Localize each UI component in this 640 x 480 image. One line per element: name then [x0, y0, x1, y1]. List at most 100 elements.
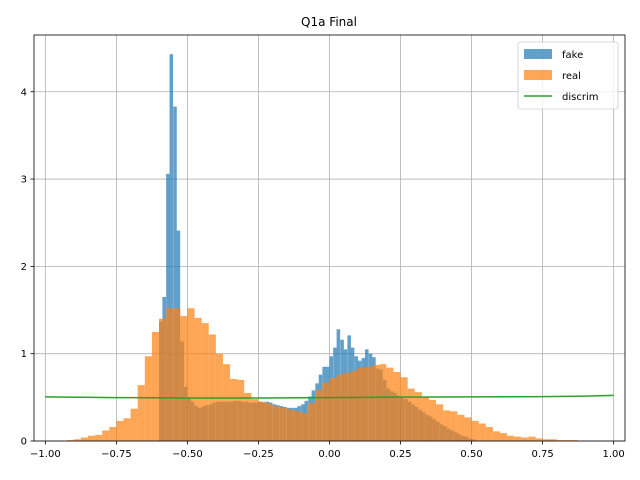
real-bar [571, 440, 579, 441]
real-bar [372, 365, 380, 441]
real-bar [222, 364, 231, 441]
real-bar [265, 403, 273, 441]
real-bar [464, 417, 472, 441]
axes [30, 34, 626, 445]
legend-label: fake [562, 50, 583, 61]
x-tick-label: −0.50 [172, 449, 203, 460]
real-bar [528, 436, 536, 441]
real-bar [286, 409, 294, 441]
y-tick-label: 2 [21, 262, 27, 273]
legend-item-fake: fake [524, 49, 583, 61]
real-bar [365, 366, 373, 441]
real-bar [549, 439, 557, 441]
fake-bar [166, 173, 170, 441]
real-bar [343, 372, 351, 441]
real-bar [95, 434, 103, 441]
real-bar [308, 403, 316, 441]
x-tick-label: −0.75 [101, 449, 132, 460]
real-bar [201, 323, 209, 441]
real-bar [507, 435, 515, 441]
real-bar [400, 377, 408, 441]
legend-label: discrim [562, 92, 598, 103]
real-bar [471, 420, 479, 441]
fake-bar [173, 106, 177, 441]
real-bar [407, 388, 415, 441]
real-bar [443, 410, 451, 441]
real-bar [485, 427, 493, 441]
y-tick-label: 0 [21, 437, 27, 448]
real-bar [357, 367, 366, 441]
real-bar [173, 308, 181, 441]
real-bar [258, 401, 266, 441]
real-bar [379, 364, 387, 441]
real-bar [499, 433, 508, 441]
legend-item-real: real [524, 70, 581, 82]
discriminator-line [45, 394, 614, 399]
real-bar [194, 317, 202, 441]
real-bar [322, 382, 330, 441]
real-bar [180, 316, 188, 441]
x-tick-label: −1.00 [30, 449, 61, 460]
histogram-bars [66, 54, 579, 441]
y-tick-label: 3 [21, 175, 27, 186]
real-bar [251, 399, 259, 441]
real-bar [521, 437, 529, 441]
real-bar [73, 439, 81, 441]
legend-label: real [562, 71, 581, 82]
real-bar [144, 356, 152, 441]
real-bar [436, 404, 444, 441]
x-tick-label: 0.00 [318, 449, 340, 460]
real-bar [336, 374, 344, 441]
real-bar [130, 408, 138, 441]
real-bar [563, 440, 572, 441]
x-tick-label: 0.50 [460, 449, 482, 460]
real-bar [492, 431, 500, 441]
real-bar [230, 379, 238, 441]
real-bar [102, 430, 110, 441]
real-bar [478, 423, 486, 441]
real-bar [556, 440, 564, 441]
real-bar [315, 390, 323, 441]
real-bar [109, 427, 117, 441]
real-bar [66, 440, 74, 441]
legend-swatch [524, 49, 552, 59]
real-bar [80, 437, 88, 441]
real-bar [272, 406, 280, 441]
real-bar [159, 318, 167, 441]
real-bar [386, 367, 394, 441]
real-bar [87, 435, 96, 441]
legend-item-discrim: discrim [524, 92, 598, 103]
legend: fake real discrim [517, 41, 619, 110]
real-bar [393, 372, 401, 441]
legend-swatch [524, 70, 552, 80]
real-bar [137, 385, 145, 441]
y-tick-label: 1 [21, 349, 27, 360]
real-bar [428, 399, 437, 441]
real-bar [421, 397, 429, 441]
real-bar [450, 411, 458, 441]
real-bar [535, 438, 543, 441]
discrim-line [45, 394, 614, 399]
real-bar [301, 413, 309, 441]
real-bar [279, 407, 287, 441]
fake-bar [169, 54, 174, 441]
real-bar [151, 331, 160, 441]
real-bar [350, 371, 358, 441]
real-bar [414, 392, 422, 441]
x-tick-label: 1.00 [603, 449, 625, 460]
real-bar [208, 334, 216, 441]
real-bar [293, 411, 302, 441]
real-bar [329, 378, 337, 441]
x-tick-label: 0.25 [389, 449, 411, 460]
y-tick-label: 4 [21, 87, 27, 98]
real-bar [187, 308, 195, 441]
chart-title: Q1a Final [301, 15, 357, 29]
x-tick-label: −0.25 [243, 449, 274, 460]
real-bar [237, 379, 245, 441]
real-bar [166, 308, 174, 441]
real-bar [116, 420, 124, 441]
real-bar [123, 418, 131, 441]
series-real [66, 308, 579, 441]
